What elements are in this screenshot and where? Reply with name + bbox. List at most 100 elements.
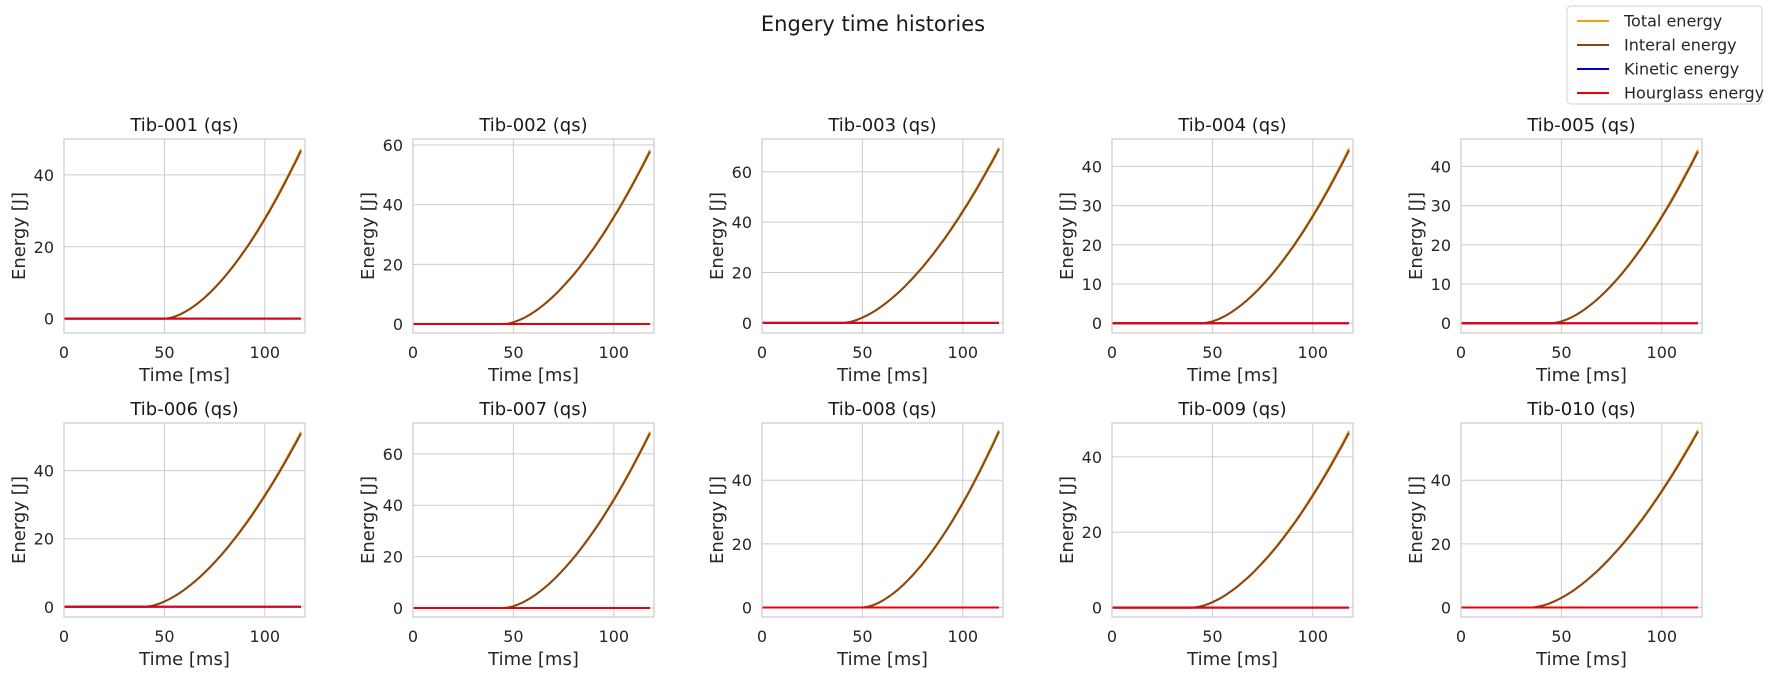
plot-frame (761, 138, 1004, 334)
subplot: 0 50 100 0 20 40 Tib-008 (qs) Time [ms] Energy [… (707, 399, 1004, 670)
y-tick-label: 0 (1441, 314, 1451, 333)
x-tick-label: 50 (852, 627, 872, 646)
x-tick-label: 50 (154, 627, 174, 646)
subplot: 0 50 100 0 20 40 Tib-001 (qs) Time [ms] Energy [… (9, 115, 306, 386)
subplot: 0 50 100 0 20 40 60 Tib-003 (qs) Time [ms] Energy… (707, 115, 1004, 386)
plot-frame (412, 138, 655, 334)
x-tick-label: 0 (757, 343, 767, 362)
y-tick-label: 20 (1431, 535, 1451, 554)
x-axis-label: Time [ms] (1535, 365, 1627, 386)
y-tick-label: 0 (1441, 598, 1451, 617)
y-tick-label: 20 (1082, 523, 1102, 542)
subplot-title: Tib-009 (qs) (1177, 399, 1286, 420)
y-tick-label: 0 (742, 598, 752, 617)
y-tick-label: 0 (44, 598, 54, 617)
y-axis-label: Energy [J] (1057, 192, 1078, 280)
y-tick-label: 20 (732, 264, 752, 283)
y-tick-label: 30 (1431, 197, 1451, 216)
y-tick-label: 0 (393, 599, 403, 618)
y-tick-label: 10 (1082, 275, 1102, 294)
legend-label: Kinetic energy (1624, 60, 1739, 79)
total-energy-line (413, 149, 651, 325)
total-energy-line (413, 431, 651, 609)
x-tick-label: 100 (250, 627, 281, 646)
plot-frame (63, 138, 306, 334)
total-energy-line (64, 431, 302, 608)
y-tick-label: 0 (1092, 314, 1102, 333)
y-tick-label: 20 (383, 255, 403, 274)
subplot: 0 50 100 0 20 40 Tib-010 (qs) Time [ms] Energy [… (1406, 399, 1703, 670)
y-tick-label: 0 (44, 310, 54, 329)
y-axis-label: Energy [J] (1057, 476, 1078, 564)
y-tick-label: 0 (393, 315, 403, 334)
internal-energy-line (762, 431, 1000, 609)
figure-title: Engery time histories (761, 12, 985, 36)
x-axis-label: Time [ms] (138, 365, 230, 386)
legend: Total energy Interal energy Kinetic energy… (1566, 5, 1764, 105)
subplot-title: Tib-008 (qs) (827, 399, 936, 420)
x-tick-label: 0 (59, 627, 69, 646)
legend-label: Hourglass energy (1624, 84, 1764, 103)
x-axis-label: Time [ms] (487, 649, 579, 670)
y-tick-label: 20 (383, 548, 403, 567)
subplot: 0 50 100 0 20 40 60 Tib-007 (qs) Time [ms] Energy… (358, 399, 655, 670)
total-energy-line (1461, 429, 1699, 609)
subplot: 0 50 100 0 10 20 30 40 Tib-004 (qs) Time [ms] Ener… (1057, 115, 1354, 386)
plot-frame (1111, 422, 1354, 618)
x-tick-label: 100 (1298, 343, 1329, 362)
total-energy-line (762, 429, 1000, 609)
legend-label: Total energy (1623, 12, 1722, 31)
subplot-title: Tib-006 (qs) (129, 399, 238, 420)
x-tick-label: 0 (1107, 627, 1117, 646)
subplot-title: Tib-002 (qs) (478, 115, 587, 136)
plot-frame (761, 422, 1004, 618)
subplot-title: Tib-007 (qs) (478, 399, 587, 420)
x-tick-label: 50 (1551, 627, 1571, 646)
x-tick-label: 0 (1456, 627, 1466, 646)
y-tick-label: 60 (383, 445, 403, 464)
total-energy-line (1461, 149, 1699, 325)
y-tick-label: 40 (34, 166, 54, 185)
x-tick-label: 50 (1202, 627, 1222, 646)
total-energy-line (1112, 430, 1350, 609)
x-tick-label: 100 (599, 343, 630, 362)
x-axis-label: Time [ms] (1186, 649, 1278, 670)
y-axis-label: Energy [J] (358, 192, 379, 280)
x-tick-label: 100 (948, 343, 979, 362)
x-tick-label: 50 (503, 343, 523, 362)
x-tick-label: 0 (1456, 343, 1466, 362)
x-tick-label: 100 (948, 627, 979, 646)
y-tick-label: 40 (732, 471, 752, 490)
y-axis-label: Energy [J] (9, 476, 30, 564)
x-tick-label: 50 (154, 343, 174, 362)
x-axis-label: Time [ms] (836, 365, 928, 386)
internal-energy-line (64, 433, 302, 608)
y-tick-label: 0 (742, 314, 752, 333)
x-tick-label: 50 (503, 627, 523, 646)
y-axis-label: Energy [J] (1406, 476, 1427, 564)
internal-energy-line (762, 148, 1000, 324)
internal-energy-line (413, 151, 651, 325)
subplot: 0 50 100 0 20 40 60 Tib-002 (qs) Time [ms] Energy… (358, 115, 655, 386)
y-tick-label: 40 (383, 496, 403, 515)
y-tick-label: 0 (1092, 599, 1102, 618)
y-tick-label: 40 (1082, 448, 1102, 467)
y-tick-label: 20 (1431, 236, 1451, 255)
y-tick-label: 40 (34, 462, 54, 481)
internal-energy-line (1461, 151, 1699, 325)
subplot-title: Tib-003 (qs) (827, 115, 936, 136)
subplot: 0 50 100 0 20 40 Tib-006 (qs) Time [ms] Energy [… (9, 399, 306, 670)
x-tick-label: 50 (1551, 343, 1571, 362)
y-axis-label: Energy [J] (707, 476, 728, 564)
internal-energy-line (1112, 432, 1350, 609)
y-tick-label: 40 (1431, 157, 1451, 176)
subplot-title: Tib-010 (qs) (1526, 399, 1635, 420)
total-energy-line (762, 147, 1000, 324)
x-axis-label: Time [ms] (487, 365, 579, 386)
internal-energy-line (413, 432, 651, 609)
x-tick-label: 100 (250, 343, 281, 362)
plot-frame (412, 422, 655, 618)
subplot-title: Tib-001 (qs) (129, 115, 238, 136)
x-tick-label: 50 (1202, 343, 1222, 362)
